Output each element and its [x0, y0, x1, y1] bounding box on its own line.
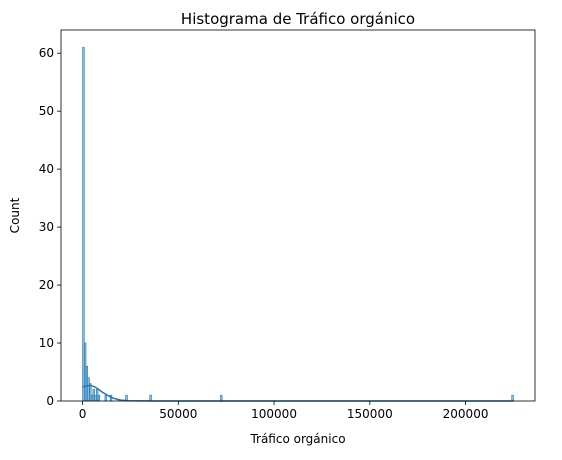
y-tick-label: 0	[46, 394, 54, 408]
x-tick-label: 50000	[159, 407, 197, 421]
y-tick-label: 30	[39, 220, 54, 234]
histogram-bar	[97, 394, 101, 402]
histogram-bar	[149, 394, 152, 402]
histogram-bar	[220, 394, 223, 402]
x-tick-label: 0	[79, 407, 87, 421]
x-axis-label: Tráfico orgánico	[249, 432, 345, 446]
histogram-bar	[104, 394, 107, 402]
y-axis-label: Count	[8, 197, 22, 233]
plot-frame	[60, 29, 536, 402]
histogram-bar	[511, 394, 514, 402]
chart-title: Histograma de Tráfico orgánico	[181, 10, 415, 28]
y-tick-label: 50	[39, 104, 54, 118]
y-tick-label: 10	[39, 336, 54, 350]
histogram-bars	[82, 47, 514, 402]
x-tick-label: 200000	[443, 407, 489, 421]
x-axis-ticks: 0 50000 100000 150000 200000	[79, 401, 489, 421]
y-tick-label: 40	[39, 162, 54, 176]
x-tick-label: 150000	[347, 407, 393, 421]
y-axis-ticks: 0 10 20 30 40 50 60	[39, 46, 61, 408]
y-tick-label: 60	[39, 46, 54, 60]
x-tick-label: 100000	[251, 407, 297, 421]
y-tick-label: 20	[39, 278, 54, 292]
kde-curve	[82, 384, 514, 402]
